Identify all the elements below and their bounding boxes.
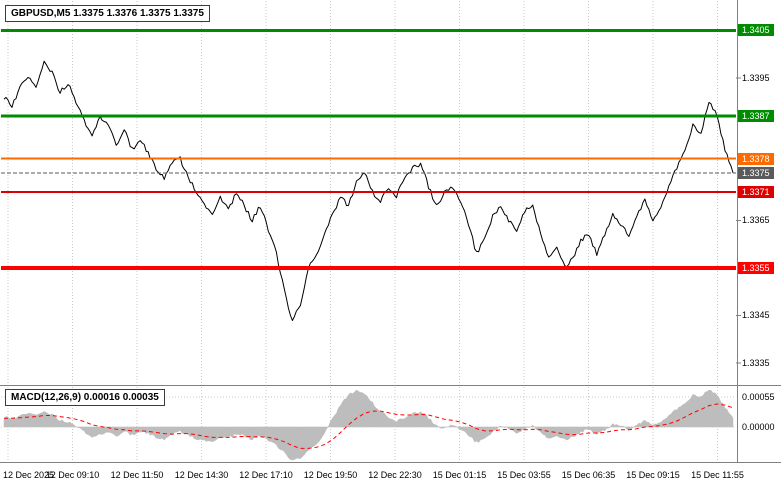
price-axis[interactable]: 1.3395 1.3365 1.3345 1.3335 1.3405 1.3387 1.33… bbox=[738, 0, 781, 385]
time-axis[interactable]: 12 Dec 2025 12 Dec 09:10 12 Dec 11:50 12 De… bbox=[0, 463, 781, 489]
price-level-badge: 1.3378 bbox=[738, 152, 774, 165]
macd-indicator-label: MACD(12,26,9) 0.00016 0.00035 bbox=[5, 389, 165, 406]
time-axis-label: 12 Dec 2025 bbox=[3, 470, 55, 480]
time-axis-label: 12 Dec 22:30 bbox=[368, 470, 422, 480]
price-level-badge: 1.3375 bbox=[738, 166, 774, 179]
macd-value-axis[interactable]: 0.00055 0.00000 bbox=[738, 386, 781, 462]
time-axis-label: 12 Dec 09:10 bbox=[45, 470, 100, 480]
price-axis-label: 1.3395 bbox=[742, 72, 770, 83]
time-axis-label: 15 Dec 06:35 bbox=[561, 470, 616, 480]
time-axis-label: 12 Dec 11:50 bbox=[110, 470, 164, 480]
price-axis-label: 1.3365 bbox=[742, 215, 770, 226]
price-axis-label: 1.3335 bbox=[742, 357, 770, 368]
price-series-line bbox=[3, 60, 734, 321]
time-axis-label: 15 Dec 03:55 bbox=[497, 470, 551, 480]
time-axis-label: 12 Dec 17:10 bbox=[239, 470, 293, 480]
symbol-ohlc-label: GBPUSD,M5 1.3375 1.3376 1.3375 1.3375 bbox=[5, 5, 210, 22]
time-axis-label: 12 Dec 14:30 bbox=[174, 470, 229, 480]
time-axis-label: 15 Dec 11:55 bbox=[691, 470, 744, 480]
price-level-badge: 1.3387 bbox=[738, 109, 774, 122]
price-level-badge: 1.3405 bbox=[738, 24, 774, 37]
macd-axis-label: 0.00055 bbox=[742, 391, 775, 402]
macd-signal-line bbox=[4, 403, 734, 449]
macd-axis-label: 0.00000 bbox=[742, 422, 775, 432]
price-axis-label: 1.3345 bbox=[742, 310, 770, 321]
time-axis-label: 15 Dec 01:15 bbox=[432, 470, 487, 480]
macd-histogram bbox=[3, 389, 734, 461]
time-axis-label: 15 Dec 09:15 bbox=[626, 470, 680, 480]
price-level-badge: 1.3371 bbox=[738, 185, 774, 198]
time-axis-label: 12 Dec 19:50 bbox=[303, 470, 358, 480]
price-level-badge: 1.3355 bbox=[738, 261, 774, 274]
